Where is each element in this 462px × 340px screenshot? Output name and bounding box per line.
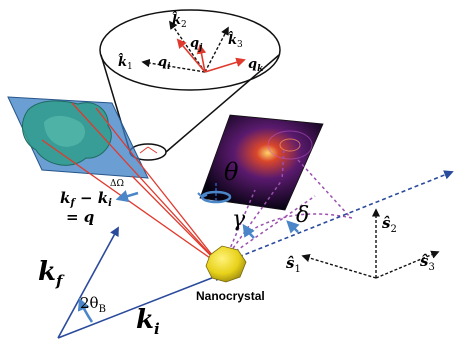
s-hat-vectors — [301, 208, 440, 279]
s1-vector — [301, 253, 377, 279]
qk-label: qk — [248, 57, 263, 74]
beam-vectors — [57, 226, 224, 339]
k-hat-vectors — [141, 20, 246, 73]
angle-arcs — [77, 190, 300, 323]
qi-label: qi — [158, 55, 171, 72]
reciprocal-space-plane — [7, 96, 149, 179]
k1-label: k̂1 — [118, 53, 133, 72]
kf-label: kf — [38, 257, 65, 290]
k3-label: k̂3 — [228, 31, 243, 50]
kf-minus-ki-label: kf − ki — [60, 189, 112, 209]
diffraction-beams — [41, 102, 221, 266]
detector-panel — [199, 114, 324, 211]
theta-label: θ — [224, 158, 239, 186]
k1-vector — [141, 58, 206, 73]
rotation-icon — [197, 183, 232, 204]
equals-q-label: = q — [66, 208, 94, 226]
s2-label: ŝ2 — [382, 214, 397, 235]
s3-label: ŝ3 — [420, 252, 435, 273]
qk-vector — [204, 57, 246, 73]
nanocrystal-label: Nanocrystal — [196, 289, 265, 303]
delta-label: δ — [296, 203, 309, 228]
s3-vector — [375, 250, 440, 279]
delta-omega-label: ΔΩ — [110, 179, 124, 189]
qj-label: qj — [190, 36, 203, 53]
gamma-label: γ — [232, 207, 246, 232]
ki-label: ki — [136, 305, 160, 338]
s1-label: ŝ1 — [286, 254, 301, 275]
k2-vector — [169, 20, 206, 73]
ki-vector — [57, 272, 224, 339]
qi-vector — [176, 38, 206, 73]
purple-dashed-lines — [225, 149, 353, 259]
two-theta-label: 2θB — [80, 294, 106, 315]
k2-label: k̂2 — [172, 11, 187, 30]
scan-axis — [225, 170, 454, 263]
k3-vector — [204, 26, 229, 73]
nanocrystal-shape — [205, 245, 247, 283]
kf-vector — [57, 226, 119, 339]
qj-vector — [196, 44, 207, 73]
